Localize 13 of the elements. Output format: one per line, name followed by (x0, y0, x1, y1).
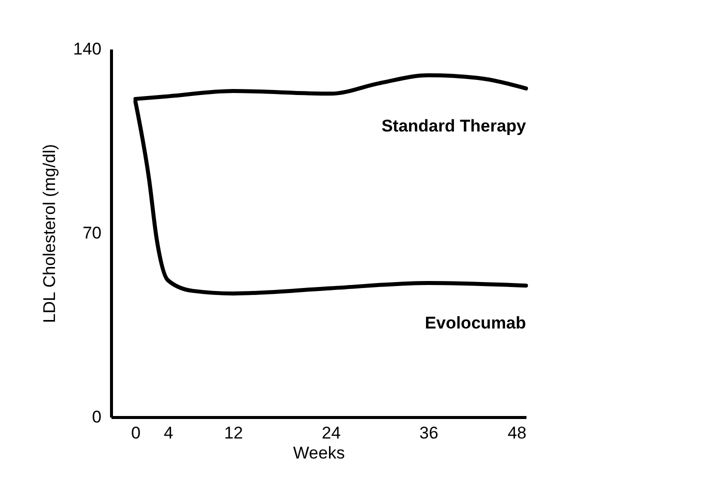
x-tick-label: 36 (419, 424, 438, 442)
y-tick-label: 140 (73, 40, 102, 58)
y-tick-label: 0 (92, 408, 102, 426)
x-axis-title: Weeks (293, 444, 345, 462)
series-label: Evolocumab (424, 314, 526, 333)
x-tick-label: 4 (164, 424, 174, 442)
y-axis-title: LDL Cholesterol (mg/dl) (40, 144, 60, 323)
series-label: Standard Therapy (381, 116, 527, 136)
x-tick-label: 48 (508, 424, 526, 442)
x-tick-label: 24 (322, 424, 341, 442)
x-tick-label: 12 (224, 424, 244, 442)
x-tick-label: 0 (131, 424, 141, 442)
y-tick-label: 70 (82, 224, 102, 242)
